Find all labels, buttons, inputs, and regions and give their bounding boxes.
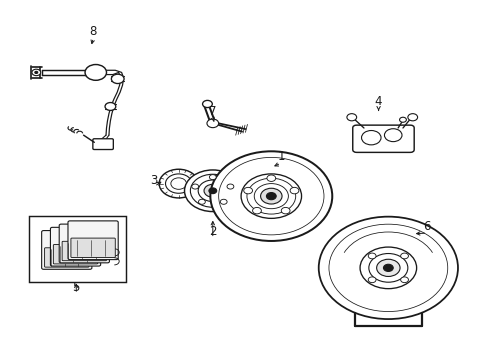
Circle shape: [367, 277, 375, 283]
Text: 3: 3: [150, 174, 158, 186]
Circle shape: [35, 71, 38, 73]
FancyBboxPatch shape: [93, 139, 113, 149]
Circle shape: [246, 178, 295, 214]
FancyBboxPatch shape: [352, 125, 413, 152]
FancyBboxPatch shape: [68, 221, 118, 260]
Circle shape: [400, 277, 407, 283]
Circle shape: [220, 199, 226, 204]
Circle shape: [367, 253, 375, 259]
Circle shape: [346, 114, 356, 121]
Circle shape: [289, 187, 298, 194]
Circle shape: [105, 103, 116, 111]
Circle shape: [384, 129, 401, 141]
Text: 2: 2: [209, 225, 216, 238]
Circle shape: [368, 253, 407, 282]
Circle shape: [361, 131, 380, 145]
Circle shape: [252, 207, 261, 214]
FancyBboxPatch shape: [62, 241, 106, 261]
Text: 8: 8: [89, 25, 97, 38]
Bar: [29, 216, 126, 282]
Circle shape: [254, 184, 288, 209]
Circle shape: [165, 174, 191, 193]
Circle shape: [210, 151, 331, 241]
Circle shape: [198, 199, 205, 204]
Circle shape: [208, 188, 216, 194]
Circle shape: [191, 184, 198, 189]
Circle shape: [209, 175, 216, 180]
Circle shape: [198, 180, 227, 202]
Text: 5: 5: [72, 281, 80, 294]
FancyBboxPatch shape: [50, 227, 101, 266]
Text: 6: 6: [423, 220, 430, 233]
FancyBboxPatch shape: [53, 244, 98, 264]
Circle shape: [111, 74, 124, 84]
Circle shape: [383, 264, 392, 271]
Circle shape: [93, 70, 99, 75]
Circle shape: [241, 174, 301, 219]
Circle shape: [266, 193, 276, 200]
Circle shape: [89, 68, 102, 77]
Text: 4: 4: [374, 95, 382, 108]
Circle shape: [206, 119, 218, 128]
Circle shape: [328, 224, 447, 311]
Circle shape: [184, 170, 241, 212]
Circle shape: [170, 178, 186, 189]
Circle shape: [243, 187, 252, 194]
Circle shape: [399, 117, 406, 122]
FancyBboxPatch shape: [71, 238, 115, 257]
FancyBboxPatch shape: [44, 248, 89, 267]
Circle shape: [318, 217, 457, 319]
Circle shape: [400, 253, 407, 259]
Circle shape: [359, 247, 416, 289]
FancyBboxPatch shape: [59, 224, 109, 263]
Circle shape: [85, 64, 106, 80]
Circle shape: [281, 207, 289, 214]
Circle shape: [260, 188, 282, 204]
Text: 1: 1: [277, 150, 284, 163]
Circle shape: [266, 175, 275, 181]
Circle shape: [226, 184, 233, 189]
Circle shape: [376, 259, 399, 276]
Circle shape: [203, 184, 221, 197]
FancyBboxPatch shape: [41, 230, 92, 269]
Circle shape: [32, 69, 41, 76]
Circle shape: [190, 174, 235, 207]
Circle shape: [202, 100, 212, 108]
Wedge shape: [320, 218, 451, 318]
Circle shape: [218, 157, 324, 235]
Circle shape: [159, 169, 198, 198]
Text: 7: 7: [209, 105, 216, 118]
Circle shape: [407, 114, 417, 121]
